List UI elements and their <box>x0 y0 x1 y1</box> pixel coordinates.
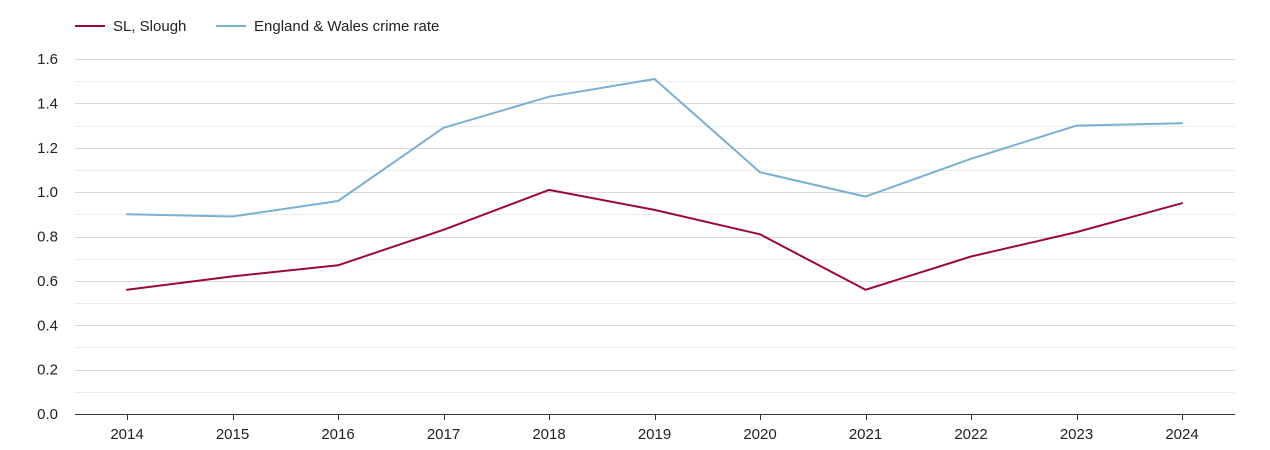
x-tick-label: 2021 <box>849 426 882 443</box>
series-layer <box>124 76 1185 293</box>
x-tick-label: 2022 <box>954 426 987 443</box>
x-tick-label: 2023 <box>1060 426 1093 443</box>
legend-item-slough[interactable]: SL, Slough <box>75 18 186 35</box>
data-point-slough-2019[interactable] <box>652 207 658 213</box>
y-tick-label: 1.4 <box>37 95 58 112</box>
data-point-england-wales-2014[interactable] <box>124 211 130 217</box>
legend-item-england-wales[interactable]: England & Wales crime rate <box>216 18 439 35</box>
data-point-slough-2022[interactable] <box>968 254 974 260</box>
data-point-slough-2024[interactable] <box>1179 200 1185 206</box>
legend-label-slough: SL, Slough <box>113 18 186 35</box>
data-point-england-wales-2022[interactable] <box>968 156 974 162</box>
x-tick-label: 2015 <box>216 426 249 443</box>
x-tick-label: 2019 <box>638 426 671 443</box>
legend-label-england-wales: England & Wales crime rate <box>254 18 439 35</box>
y-tick-label: 0.6 <box>37 273 58 290</box>
data-point-england-wales-2019[interactable] <box>652 76 658 82</box>
x-axis: 2014 2015 2016 2017 2018 2019 2020 2021 2022 2023… <box>75 414 1235 443</box>
data-point-slough-2015[interactable] <box>230 273 236 279</box>
y-tick-label: 1.2 <box>37 140 58 157</box>
x-tick-label: 2014 <box>110 426 143 443</box>
data-point-slough-2021[interactable] <box>863 287 869 293</box>
data-point-slough-2016[interactable] <box>335 262 341 268</box>
y-tick-label: 1.6 <box>37 51 58 68</box>
data-point-slough-2017[interactable] <box>441 227 447 233</box>
x-tick-label: 2024 <box>1165 426 1198 443</box>
data-point-slough-2020[interactable] <box>757 231 763 237</box>
data-point-england-wales-2015[interactable] <box>230 214 236 220</box>
y-tick-label: 0.8 <box>37 229 58 246</box>
data-point-slough-2023[interactable] <box>1074 229 1080 235</box>
series-line-england-wales[interactable] <box>126 78 1183 218</box>
data-point-slough-2014[interactable] <box>124 287 130 293</box>
x-tick-label: 2020 <box>743 426 776 443</box>
legend: SL, Slough England & Wales crime rate <box>75 18 439 35</box>
data-point-england-wales-2016[interactable] <box>335 198 341 204</box>
gridlines <box>75 59 1235 393</box>
data-point-slough-2018[interactable] <box>546 187 552 193</box>
y-axis: 0.0 0.2 0.4 0.6 0.8 1.0 1.2 1.4 1.6 <box>37 51 58 423</box>
data-point-england-wales-2024[interactable] <box>1179 120 1185 126</box>
x-tick-label: 2017 <box>427 426 460 443</box>
data-point-england-wales-2020[interactable] <box>757 169 763 175</box>
y-tick-label: 0.0 <box>37 406 58 423</box>
x-tick-label: 2016 <box>321 426 354 443</box>
series-line-slough[interactable] <box>126 188 1183 291</box>
data-point-england-wales-2018[interactable] <box>546 94 552 100</box>
y-tick-label: 0.2 <box>37 362 58 379</box>
y-tick-label: 1.0 <box>37 184 58 201</box>
data-point-england-wales-2021[interactable] <box>863 194 869 200</box>
data-point-england-wales-2023[interactable] <box>1074 123 1080 129</box>
y-tick-label: 0.4 <box>37 317 58 334</box>
x-tick-label: 2018 <box>532 426 565 443</box>
data-point-england-wales-2017[interactable] <box>441 125 447 131</box>
